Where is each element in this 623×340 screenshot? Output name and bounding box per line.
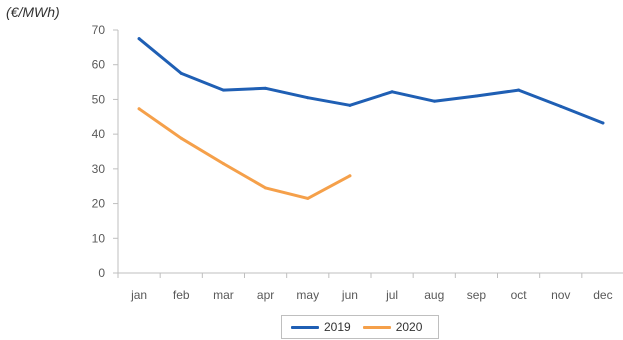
y-tick-label: 20 [92,197,106,211]
chart-legend: 2019 2020 [281,315,439,339]
x-tick-label: mar [213,288,234,302]
y-tick-label: 70 [92,23,106,37]
x-tick-label: may [296,288,319,302]
legend-label-2020: 2020 [395,320,423,334]
data-point-2020 [348,174,352,178]
series-line-2019 [137,37,605,125]
data-point-2019 [432,99,436,103]
y-tick-label: 0 [98,266,105,280]
chart-ticks: 0 10 20 30 40 50 60 70 jan feb mar apr may jun jul aug s… [92,23,613,302]
data-point-2019 [179,71,183,75]
data-point-2019 [264,86,268,90]
data-point-2019 [348,103,352,107]
data-point-2020 [221,162,225,166]
data-point-2019 [137,37,141,41]
legend-swatch-2020 [362,325,391,329]
x-tick-label: oct [511,288,528,302]
data-point-2019 [474,94,478,98]
x-tick-label: jun [341,288,358,302]
x-tick-label: jul [385,288,398,302]
x-tick-label: sep [467,288,487,302]
chart-axes [113,29,623,278]
y-tick-label: 60 [92,58,106,72]
data-point-2020 [179,136,183,140]
legend-swatch-2019 [291,325,319,329]
data-point-2020 [137,107,141,111]
y-tick-label: 40 [92,127,106,141]
x-tick-label: dec [593,288,612,302]
unit-label: (€/MWh) [6,4,60,20]
data-point-2019 [306,96,310,100]
legend-label-2019: 2019 [324,320,351,334]
y-tick-label: 10 [92,231,106,245]
data-point-2019 [221,88,225,92]
legend-item-2019: 2019 [291,320,351,334]
x-tick-label: aug [424,288,444,302]
data-point-2019 [390,90,394,94]
data-point-2019 [559,104,563,108]
data-point-2019 [601,121,605,125]
x-tick-label: feb [173,288,190,302]
chart-series [137,37,605,200]
x-tick-label: jan [130,288,147,302]
data-point-2019 [517,88,521,92]
y-tick-label: 30 [92,162,106,176]
data-point-2020 [264,186,268,190]
x-tick-label: apr [257,288,274,302]
x-tick-label: nov [551,288,570,302]
series-line-2020 [137,107,352,200]
data-point-2020 [306,196,310,200]
y-tick-label: 50 [92,92,106,106]
legend-item-2020: 2020 [362,320,423,334]
